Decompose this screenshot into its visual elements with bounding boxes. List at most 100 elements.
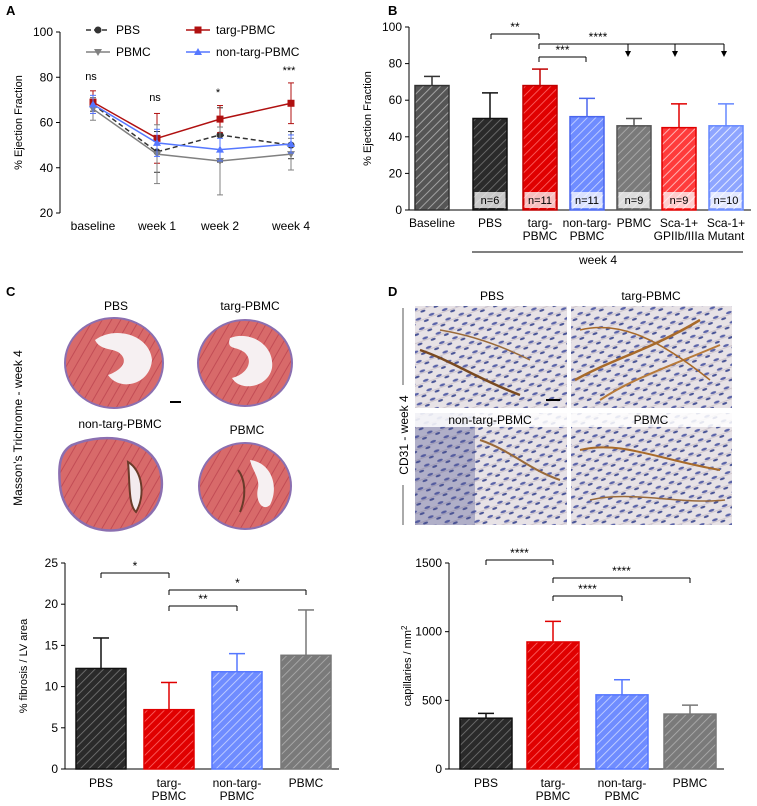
chart-a-y-tick-label: 100 (33, 25, 53, 39)
heart-section-pbs (64, 317, 164, 409)
micrograph-c-side-label: Masson's Trichrome - week 4 (11, 350, 25, 506)
chart-a-y-tick-label: 60 (40, 116, 54, 130)
chart-c-y-tick-label: 0 (51, 762, 58, 776)
chart-b-n-label: n=9 (670, 195, 689, 207)
micrograph-c-label-targ: targ-PBMC (220, 299, 280, 313)
chart-c-sig-bracket-label: * (235, 576, 240, 590)
micrograph-d-label-pbs: PBS (480, 289, 504, 303)
micrograph-d-side-label: CD31 - week 4 (397, 395, 411, 475)
chart-a-y-tick-label: 20 (40, 206, 54, 220)
chart-b-y-tick-label: 0 (395, 203, 402, 217)
panel-label-d: D (388, 284, 397, 299)
chart-a-legend-label: targ-PBMC (216, 23, 276, 37)
chart-d-y-tick-label: 0 (435, 762, 442, 776)
chart-b-n-label-box (571, 192, 603, 208)
chart-c-y-axis-label: % fibrosis / LV area (18, 618, 30, 713)
chart-d-x-tick-label: targ-PBMC (536, 776, 571, 803)
panel-label-c: C (6, 284, 16, 299)
chart-b-bar (414, 84, 450, 211)
panel-label-a: A (6, 3, 16, 18)
chart-b-sig-arrow-head (625, 51, 631, 57)
chart-d-bar (459, 717, 513, 770)
chart-c-sig-bracket-label: ** (198, 592, 208, 606)
chart-a-y-axis-label: % Ejection Fraction (13, 75, 25, 170)
chart-b-n-label: n=11 (528, 195, 552, 207)
chart-b-sig-bracket-label: ** (510, 20, 520, 34)
chart-c-y-tick-label: 25 (45, 556, 59, 570)
chart-b-x-tick-label: Baseline (409, 216, 455, 230)
chart-d-x-tick-label: non-targ-PBMC (598, 776, 647, 803)
chart-b-sig-arrow-head (721, 51, 727, 57)
chart-d-y-tick-label: 500 (422, 693, 442, 707)
chart-c-y-tick-label: 5 (51, 721, 58, 735)
chart-a-line-pbs (92, 103, 292, 153)
chart-b-y-tick-label: 80 (389, 57, 403, 71)
chart-a-line-non-targ-pbmc (92, 103, 292, 151)
chart-c-y-tick-label: 20 (45, 597, 59, 611)
chart-b-y-tick-label: 20 (389, 166, 403, 180)
chart-b-n-label: n=6 (481, 195, 500, 207)
chart-a-point-non-targ-pbmc (153, 138, 161, 146)
chart-b-n-label-box (618, 192, 650, 208)
chart-d-sig-bracket-label: **** (510, 546, 529, 560)
chart-b-y-tick-label: 60 (389, 93, 403, 107)
micrograph-c-label-pbmc: PBMC (230, 423, 265, 437)
chart-b-n-label: n=10 (714, 195, 739, 207)
chart-c-bar-plot: 0 5 10 15 20 25 % fibrosis / LV area PBS targ-PB… (18, 556, 339, 803)
chart-a-legend-label: non-targ-PBMC (216, 45, 300, 59)
chart-b-y-tick-label: 40 (389, 130, 403, 144)
micrograph-d-label-targ: targ-PBMC (621, 289, 681, 303)
chart-a-y-tick-label: 40 (40, 161, 54, 175)
chart-a-line-plot: 20 40 60 80 100 % Ejection Fraction baseline we… (13, 23, 310, 233)
chart-b-y-axis-label: % Ejection Fraction (362, 71, 374, 166)
chart-a-significance: ns (149, 92, 161, 104)
cd31-image-targ-pbmc (571, 306, 732, 408)
chart-b-sig-arrow-head (672, 51, 678, 57)
chart-a-legend-label: PBS (116, 23, 140, 37)
chart-d-bar-plot: 0 500 1000 1500 capillaries / mm2 PBS targ-PBM… (400, 546, 724, 803)
chart-d-x-tick-label: PBS (474, 776, 498, 790)
chart-b-x-tick-label: PBS (478, 216, 502, 230)
chart-d-y-tick-label: 1500 (415, 556, 442, 570)
chart-a-line-targ-pbmc (92, 101, 292, 140)
chart-b-n-label-box (663, 192, 695, 208)
cd31-image-pbmc (571, 413, 732, 525)
chart-b-x-tick-label: PBMC (617, 216, 652, 230)
chart-a-legend-label: PBMC (116, 45, 151, 59)
chart-c-bar (143, 708, 195, 770)
chart-a-x-tick-label: week 1 (137, 219, 176, 233)
chart-b-bar (522, 84, 558, 211)
chart-d-bar (526, 641, 580, 770)
cd31-image-non-targ-pbmc (415, 413, 567, 525)
chart-b-n-label: n=11 (575, 195, 599, 207)
micrograph-d-label-nontarg: non-targ-PBMC (448, 413, 532, 427)
chart-b-x-tick-label: Sca-1+ Mutant (707, 216, 745, 243)
micrograph-d-label-pbmc: PBMC (634, 413, 669, 427)
chart-a-significance: *** (283, 65, 297, 77)
chart-a-x-tick-label: week 4 (271, 219, 310, 233)
chart-c-x-tick-label: PBMC (289, 776, 324, 790)
chart-c-bar (75, 667, 127, 770)
heart-section-non-targ-pbmc (58, 436, 164, 532)
chart-a-point-targ-pbmc (287, 99, 295, 107)
chart-c-y-tick-label: 10 (45, 680, 59, 694)
chart-b-n-label: n=9 (625, 195, 644, 207)
chart-b-x-tick-label: Sca-1+ GPIIb/IIIa (654, 216, 705, 243)
chart-a-significance: * (216, 87, 221, 99)
chart-b-n-label-box (524, 192, 556, 208)
heart-section-targ-pbmc (197, 319, 293, 407)
chart-d-y-tick-label: 1000 (415, 625, 442, 639)
chart-b-y-tick-label: 100 (382, 20, 402, 34)
micrograph-c-label-nontarg: non-targ-PBMC (78, 417, 162, 431)
chart-c-sig-bracket-label: * (133, 559, 138, 573)
chart-a-y-tick-label: 80 (40, 70, 54, 84)
chart-b-x-tick-label: non-targ-PBMC (563, 216, 612, 243)
chart-d-bar (663, 713, 717, 770)
chart-a-legend-marker (94, 49, 102, 56)
chart-a-point-non-targ-pbmc (287, 139, 295, 147)
chart-d-sig-bracket-label: **** (612, 564, 631, 578)
chart-a-point-non-targ-pbmc (216, 145, 224, 153)
chart-a-legend-marker (194, 48, 202, 55)
chart-b-sig-bracket-label: *** (555, 43, 569, 57)
